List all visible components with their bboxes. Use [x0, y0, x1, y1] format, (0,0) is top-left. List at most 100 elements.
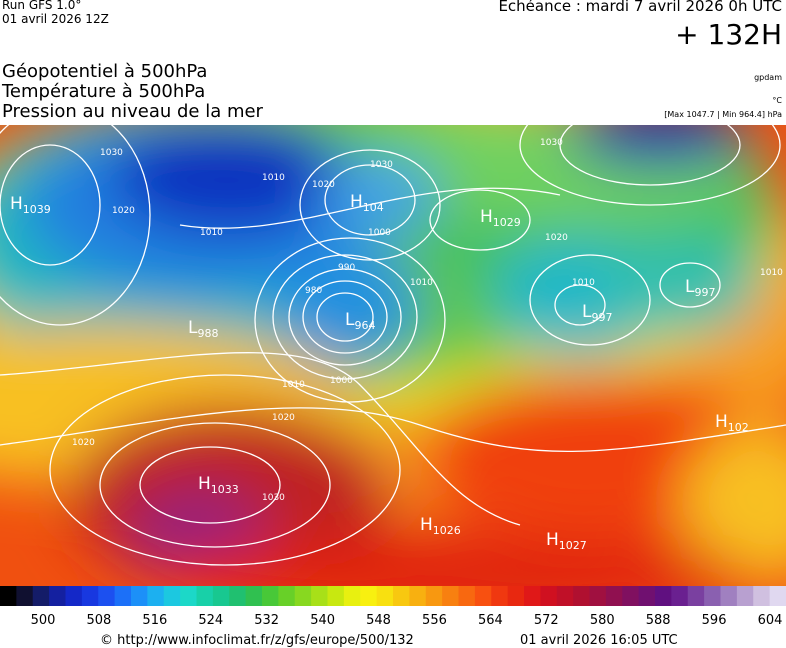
pressure-center: H1026 [420, 515, 461, 537]
isobar-label: 1020 [112, 206, 135, 216]
map: H1039 H104 H1029L964L988L997L997H1033H1026… [0, 125, 786, 587]
scale-tick-label: 556 [422, 613, 447, 628]
center-value: 1029 [493, 216, 521, 229]
swatch [0, 586, 17, 606]
center-kind: H [350, 192, 363, 212]
isobar-label: 1010 [410, 278, 433, 288]
swatch [409, 586, 427, 606]
scale-tick-label: 580 [590, 613, 615, 628]
isobar-label: 1010 [572, 278, 595, 288]
scale-tick-label: 508 [87, 613, 112, 628]
swatch [212, 586, 230, 606]
scale-tick-label: 564 [478, 613, 503, 628]
center-value: 997 [694, 286, 715, 299]
pressure-center: L964 [345, 310, 375, 332]
run-date: 01 avril 2026 12Z [2, 12, 109, 26]
swatch [229, 586, 247, 606]
pressure-center: H1029 [480, 207, 521, 229]
swatch [376, 586, 394, 606]
center-value: 102 [728, 421, 749, 434]
forecast: Echéance : mardi 7 avril 2026 0h UTC [498, 0, 782, 15]
scale-tick-label: 548 [366, 613, 391, 628]
swatch [556, 586, 574, 606]
center-value: 964 [354, 319, 375, 332]
swatch [736, 586, 754, 606]
swatch [753, 586, 771, 606]
swatch [98, 586, 116, 606]
center-value: 1026 [433, 524, 461, 537]
title: Pression au niveau de la mer [2, 101, 263, 122]
footer-url: © http://www.infoclimat.fr/z/gfs/europe/… [100, 633, 414, 648]
run-label: Run GFS 1.0° [2, 0, 82, 12]
pressure-center: H1033 [198, 474, 239, 496]
swatch [147, 586, 165, 606]
center-kind: H [546, 530, 559, 550]
center-value: 1027 [559, 539, 587, 552]
swatch [245, 586, 263, 606]
swatch [343, 586, 361, 606]
swatch [655, 586, 672, 606]
isobar-label: 1010 [760, 268, 783, 278]
isobar-label: 1000 [330, 376, 353, 386]
isobar-label: 1020 [312, 180, 335, 190]
center-value: 1039 [23, 203, 51, 216]
swatch [262, 586, 279, 606]
swatch [671, 586, 689, 606]
center-kind: L [582, 302, 592, 322]
swatch [474, 586, 492, 606]
swatch [327, 586, 345, 606]
swatch [769, 586, 786, 606]
swatch [704, 586, 721, 606]
center-value: 1033 [211, 483, 239, 496]
swatch [65, 586, 83, 606]
unit: [Max 1047.7 | Min 964.4] hPa [664, 110, 782, 119]
swatch [589, 586, 607, 606]
pressure-center: L997 [582, 302, 612, 324]
swatch [458, 586, 476, 606]
swatch [163, 586, 181, 606]
swatch [442, 586, 459, 606]
center-kind: L [345, 310, 355, 330]
swatch [720, 586, 738, 606]
scale-tick-label: 516 [142, 613, 167, 628]
isobar-label: 1020 [72, 438, 95, 448]
swatch [311, 586, 328, 606]
swatch [16, 586, 34, 606]
swatch [524, 586, 541, 606]
swatch [540, 586, 558, 606]
swatch [491, 586, 509, 606]
pressure-center: H1039 [10, 194, 51, 216]
swatch [638, 586, 656, 606]
swatch [573, 586, 590, 606]
swatch [425, 586, 443, 606]
center-value: 997 [591, 311, 612, 324]
scale-tick-label: 604 [758, 613, 783, 628]
pressure-center: L988 [188, 318, 218, 340]
unit: °C [772, 96, 782, 105]
center-kind: H [715, 412, 728, 432]
isobar-label: 1010 [200, 228, 223, 238]
scale-tick-label: 524 [198, 613, 223, 628]
scale-tick-label: 588 [646, 613, 671, 628]
isobar-label: 1030 [540, 138, 563, 148]
swatch [605, 586, 623, 606]
swatch [393, 586, 410, 606]
pressure-center: H102 [715, 412, 749, 434]
swatch [49, 586, 66, 606]
unit: gpdam [754, 73, 782, 82]
pressure-center: H1027 [546, 530, 587, 552]
swatch [114, 586, 132, 606]
isobar-label: 1010 [282, 380, 305, 390]
center-kind: L [188, 318, 198, 338]
isobar-label: 1020 [272, 413, 295, 423]
center-kind: H [480, 207, 493, 227]
isobar-label: 1030 [100, 148, 123, 158]
swatch [294, 586, 312, 606]
swatch [180, 586, 197, 606]
title: Géopotentiel à 500hPa [2, 61, 208, 82]
swatch [622, 586, 640, 606]
center-value: 104 [363, 201, 384, 214]
swatch [360, 586, 378, 606]
scale-tick-label: 540 [310, 613, 335, 628]
